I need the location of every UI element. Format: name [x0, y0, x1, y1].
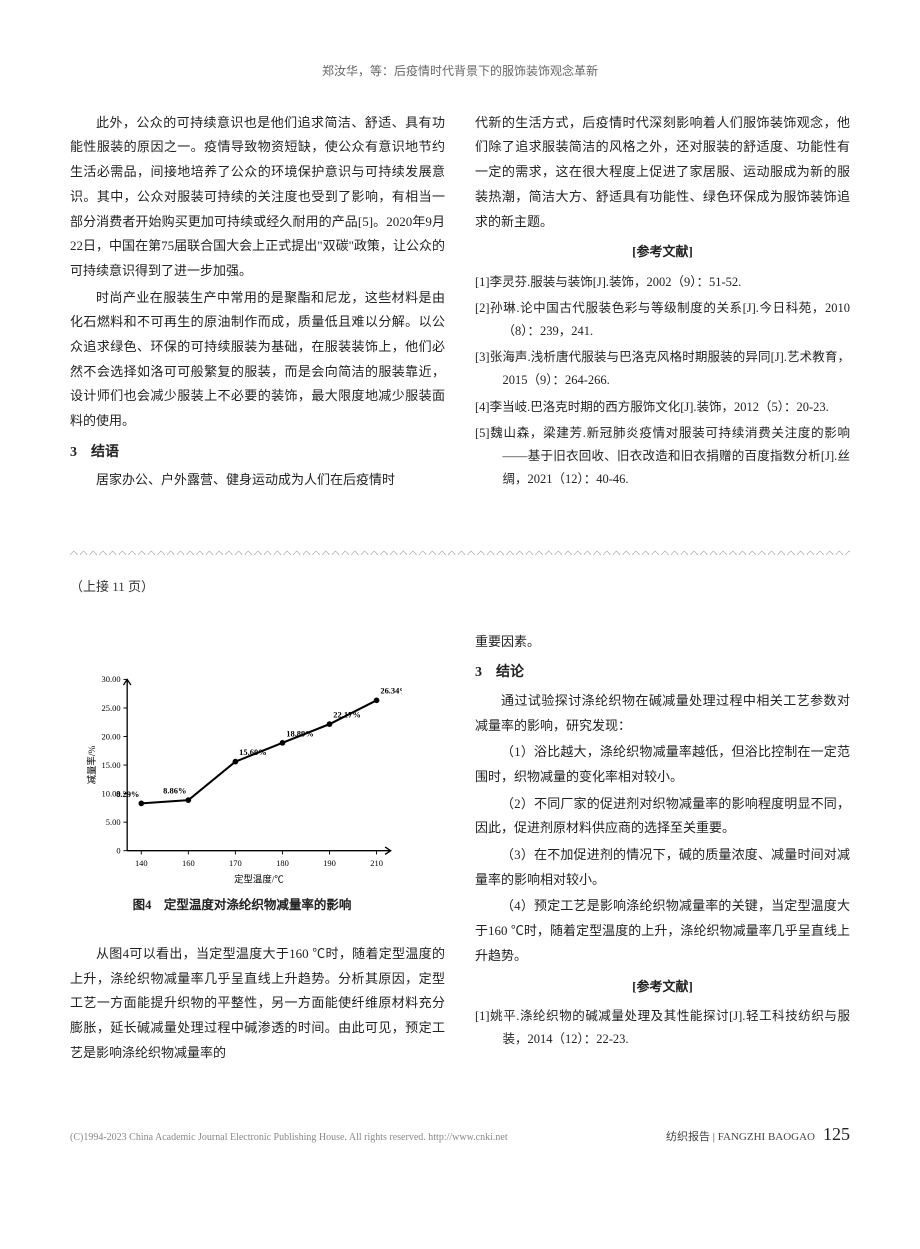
svg-text:140: 140 [135, 857, 148, 867]
svg-text:20.00: 20.00 [102, 731, 121, 741]
a1-ref: [5]魏山森，梁建芳.新冠肺炎疫情对服装可持续消费关注度的影响——基于旧衣回收、… [475, 422, 850, 491]
line-chart: 05.0010.0015.0020.0025.0030.001401601701… [82, 670, 402, 886]
svg-text:8.86%: 8.86% [163, 785, 186, 795]
svg-text:190: 190 [323, 857, 336, 867]
figure-caption: 图4 定型温度对涤纶织物减量率的影响 [82, 894, 402, 918]
article2-col-right: 重要因素。 3 结论 通过试验探讨涤纶织物在碱减量处理过程中相关工艺参数对减量率… [475, 630, 850, 1068]
a1-ref: [1]李灵芬.服装与装饰[J].装饰，2002（9）：51-52. [475, 271, 850, 294]
svg-text:5.00: 5.00 [106, 817, 121, 827]
footer-magazine: 纺织报告 | FANGZHI BAOGAO [666, 1127, 815, 1148]
svg-text:170: 170 [229, 857, 242, 867]
footer-right: 纺织报告 | FANGZHI BAOGAO 125 [666, 1117, 850, 1151]
a1-ref: [3]张海声.浅析唐代服装与巴洛克风格时期服装的异同[J].艺术教育，2015（… [475, 346, 850, 392]
svg-text:30.00: 30.00 [102, 674, 121, 684]
a1-refs-title: [参考文献] [475, 240, 850, 265]
a2-ref: [1]姚平.涤纶织物的碱减量处理及其性能探讨[J].轻工科技纺织与服装，2014… [475, 1005, 850, 1051]
svg-text:定型温度/℃: 定型温度/℃ [234, 873, 284, 885]
footer-copyright: (C)1994-2023 China Academic Journal Elec… [70, 1128, 508, 1147]
article1-col-right: 代新的生活方式，后疫情时代深刻影响着人们服饰装饰观念，他们除了追求服装简洁的风格… [475, 111, 850, 495]
continued-label: （上接 11 页） [70, 575, 850, 600]
a2-l-p1: 从图4可以看出，当定型温度大于160 ℃时，随着定型温度的上升，涤纶织物减量率几… [70, 942, 445, 1065]
a1-ref: [4]李当岐.巴洛克时期的西方服饰文化[J].装饰，2012（5）：20-23. [475, 396, 850, 419]
a2-h3: 3 结论 [475, 660, 850, 687]
svg-text:15.00: 15.00 [102, 760, 121, 770]
svg-text:减量率/%: 减量率/% [86, 745, 98, 784]
a2-r-p3: （2）不同厂家的促进剂对织物减量率的影响程度明显不同，因此，促进剂原材料供应商的… [475, 792, 850, 841]
article1-col-left: 此外，公众的可持续意识也是他们追求简洁、舒适、具有功能性服装的原因之一。疫情导致… [70, 111, 445, 495]
svg-text:25.00: 25.00 [102, 702, 121, 712]
page-header-title: 郑汝华，等：后疫情时代背景下的服饰装饰观念革新 [70, 60, 850, 83]
svg-text:210: 210 [370, 857, 383, 867]
a2-r-p4: （3）在不加促进剂的情况下，碱的质量浓度、减量时间对减量率的影响相对较小。 [475, 843, 850, 892]
page-number: 125 [823, 1117, 850, 1151]
svg-text:26.34%: 26.34% [380, 685, 402, 695]
article2-columns: 05.0010.0015.0020.0025.0030.001401601701… [70, 630, 850, 1068]
a1-p1: 此外，公众的可持续意识也是他们追求简洁、舒适、具有功能性服装的原因之一。疫情导致… [70, 111, 445, 284]
a1-p3: 居家办公、户外露营、健身运动成为人们在后疫情时 [70, 468, 445, 493]
svg-text:15.60%: 15.60% [239, 747, 267, 757]
svg-text:22.17%: 22.17% [333, 709, 361, 719]
a1-ref: [2]孙琳.论中国古代服装色彩与等级制度的关系[J].今日科苑，2010（8）：… [475, 297, 850, 343]
a2-r-p5: （4）预定工艺是影响涤纶织物减量率的关键，当定型温度大于160 ℃时，随着定型温… [475, 894, 850, 968]
a1-r-p1: 代新的生活方式，后疫情时代深刻影响着人们服饰装饰观念，他们除了追求服装简洁的风格… [475, 111, 850, 234]
a2-refs-title: [参考文献] [475, 975, 850, 1000]
page-footer: (C)1994-2023 China Academic Journal Elec… [70, 1117, 850, 1151]
chart-container: 05.0010.0015.0020.0025.0030.001401601701… [82, 670, 402, 918]
a2-r-p1: 通过试验探讨涤纶织物在碱减量处理过程中相关工艺参数对减量率的影响，研究发现： [475, 689, 850, 738]
a1-p2: 时尚产业在服装生产中常用的是聚酯和尼龙，这些材料是由化石燃料和不可再生的原油制作… [70, 286, 445, 434]
svg-text:160: 160 [182, 857, 195, 867]
svg-text:0: 0 [116, 845, 120, 855]
article1-columns: 此外，公众的可持续意识也是他们追求简洁、舒适、具有功能性服装的原因之一。疫情导致… [70, 111, 850, 495]
article2-col-left: 05.0010.0015.0020.0025.0030.001401601701… [70, 630, 445, 1068]
svg-text:180: 180 [276, 857, 289, 867]
a2-r-p0: 重要因素。 [475, 630, 850, 655]
svg-text:8.29%: 8.29% [116, 788, 139, 798]
section-divider: ◇◇◇◇◇◇◇◇◇◇◇◇◇◇◇◇◇◇◇◇◇◇◇◇◇◇◇◇◇◇◇◇◇◇◇◇◇◇◇◇… [70, 545, 850, 555]
a2-r-p2: （1）浴比越大，涤纶织物减量率越低，但浴比控制在一定范围时，织物减量的变化率相对… [475, 740, 850, 789]
svg-text:18.89%: 18.89% [286, 728, 314, 738]
a1-h3: 3 结语 [70, 440, 445, 467]
